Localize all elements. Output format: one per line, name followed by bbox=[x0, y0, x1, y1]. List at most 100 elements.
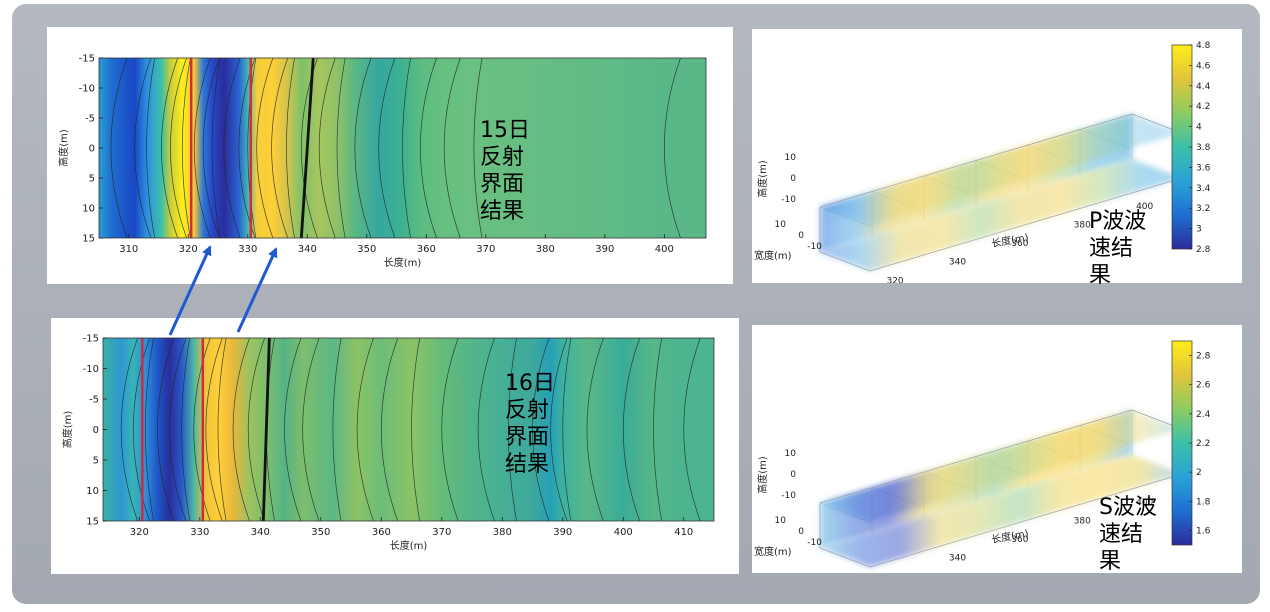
width-axis-label: 宽度(m) bbox=[754, 249, 792, 262]
height-axis-label: 高度(m) bbox=[756, 160, 769, 198]
length-tick-label: 400 bbox=[1136, 202, 1153, 212]
colorbar-tick-label: 4.8 bbox=[1196, 41, 1211, 51]
x-tick-label: 400 bbox=[614, 527, 633, 538]
volume-front-face bbox=[820, 159, 1182, 271]
width-axis-label: 宽度(m) bbox=[754, 545, 792, 558]
width-tick-label: 0 bbox=[798, 527, 804, 537]
x-tick-label: 380 bbox=[536, 244, 555, 255]
label-15-result-text: 结果 bbox=[480, 199, 525, 224]
height-tick-label: -10 bbox=[781, 491, 796, 501]
contour-line bbox=[507, 338, 517, 521]
contour-line bbox=[441, 338, 459, 521]
contour-line bbox=[284, 338, 302, 521]
colorbar-tick-label: 4 bbox=[1196, 123, 1202, 133]
colorbar-tick-label: 3 bbox=[1196, 225, 1202, 235]
y-tick-label: -10 bbox=[79, 84, 95, 95]
label-15-day: 15日 bbox=[480, 118, 530, 143]
contour-line bbox=[336, 58, 346, 238]
colorbar-tick-label: 2.8 bbox=[1196, 245, 1211, 255]
contour-lines bbox=[120, 338, 701, 521]
contour-line bbox=[318, 58, 336, 238]
contour-line bbox=[477, 338, 495, 521]
contour-line bbox=[181, 338, 191, 521]
width-tick-label: -10 bbox=[807, 242, 822, 252]
x-tick-label: 410 bbox=[674, 527, 693, 538]
y-tick-label: 15 bbox=[86, 517, 99, 528]
contour-line bbox=[378, 58, 396, 238]
y-tick-label: -10 bbox=[83, 364, 99, 375]
width-tick-label: 0 bbox=[798, 231, 804, 241]
colorbar-tick-label: 1.8 bbox=[1196, 497, 1211, 507]
y-axis-label: 高度(m) bbox=[61, 411, 74, 449]
p-wave-volume-plot: 320340360380400长度(m)100-10高度(m)100-10宽度(… bbox=[754, 41, 1211, 286]
colorbar-tick-label: 2.6 bbox=[1196, 381, 1211, 391]
label-s-wave-2: 速结 bbox=[1099, 522, 1144, 547]
x-tick-label: 370 bbox=[476, 244, 495, 255]
label-16-result: 16日 反射 界面 结果 bbox=[505, 370, 555, 478]
y-tick-label: -15 bbox=[83, 334, 99, 345]
contour-line bbox=[205, 338, 223, 521]
x-tick-label: 360 bbox=[417, 244, 436, 255]
contour-line bbox=[202, 58, 220, 238]
label-15-interface: 界面 bbox=[480, 172, 525, 197]
contour-lines bbox=[110, 58, 681, 238]
contour-line bbox=[473, 58, 483, 238]
x-axis-label: 长度(m) bbox=[390, 539, 428, 552]
contour-line bbox=[144, 338, 154, 521]
contour-line bbox=[146, 58, 156, 238]
y-tick-label: 15 bbox=[82, 234, 95, 245]
height-tick-label: -10 bbox=[781, 195, 796, 205]
x-tick-label: 390 bbox=[595, 244, 614, 255]
height-tick-label: 10 bbox=[785, 153, 797, 163]
contour-line bbox=[217, 338, 227, 521]
length-tick-label: 320 bbox=[886, 572, 903, 573]
colorbar-tick-label: 3.4 bbox=[1196, 184, 1211, 194]
length-tick-label: 320 bbox=[886, 276, 903, 283]
contour-line bbox=[354, 58, 372, 238]
width-tick-label: 10 bbox=[775, 220, 787, 230]
x-tick-label: 330 bbox=[190, 527, 209, 538]
y-tick-label: -5 bbox=[85, 114, 95, 125]
contour-line bbox=[562, 338, 572, 521]
label-16-interface: 界面 bbox=[505, 425, 550, 450]
height-tick-label: 10 bbox=[785, 449, 797, 459]
contour-line bbox=[256, 58, 274, 238]
contour-line bbox=[550, 338, 568, 521]
volume-top-face bbox=[820, 410, 1182, 522]
contour-line bbox=[161, 58, 179, 238]
contour-line bbox=[411, 338, 421, 521]
contour-line bbox=[232, 338, 250, 521]
y-tick-label: -15 bbox=[79, 54, 95, 65]
x-axis-label: 长度(m) bbox=[384, 256, 422, 269]
panel-s-wave: 320340360380400长度(m)100-10高度(m)100-10宽度(… bbox=[752, 325, 1242, 582]
volume-top-face bbox=[820, 114, 1182, 226]
colorbar-tick-label: 4.6 bbox=[1196, 61, 1211, 71]
x-tick-label: 400 bbox=[655, 244, 674, 255]
colorbar-tick-label: 3.2 bbox=[1196, 204, 1210, 214]
contour-line bbox=[356, 338, 374, 521]
label-p-wave: P波波 速结 果 bbox=[1089, 208, 1146, 289]
contour-line bbox=[181, 58, 191, 238]
colorbar-tick-label: 2.8 bbox=[1196, 352, 1211, 362]
contour-line bbox=[683, 338, 701, 521]
y-axis-label: 高度(m) bbox=[57, 129, 70, 167]
x-tick-label: 340 bbox=[251, 527, 270, 538]
width-tick-label: -10 bbox=[807, 538, 822, 548]
contour-line bbox=[653, 338, 663, 521]
colorbar-tick-label: 2.4 bbox=[1196, 410, 1211, 420]
label-15-result: 15日 反射 界面 结果 bbox=[480, 117, 530, 225]
panel-contour-16: 320 330 340 350 360 370 380 390 400 410 -15 -10 -5 0 5… bbox=[51, 318, 739, 574]
length-tick-label: 360 bbox=[1011, 239, 1028, 249]
label-s-wave-1: S波波 bbox=[1099, 495, 1157, 520]
label-16-day: 16日 bbox=[505, 371, 555, 396]
label-16-result-text: 结果 bbox=[505, 452, 550, 477]
x-tick-label: 350 bbox=[311, 527, 330, 538]
contour-line bbox=[663, 58, 681, 238]
length-tick-label: 340 bbox=[949, 554, 966, 564]
contour-line bbox=[193, 58, 211, 238]
height-tick-label: 0 bbox=[790, 470, 796, 480]
y-tick-label: 0 bbox=[89, 144, 95, 155]
x-tick-label: 330 bbox=[238, 244, 257, 255]
y-tick-label: 5 bbox=[89, 174, 95, 185]
label-p-wave-1: P波波 bbox=[1089, 209, 1147, 234]
